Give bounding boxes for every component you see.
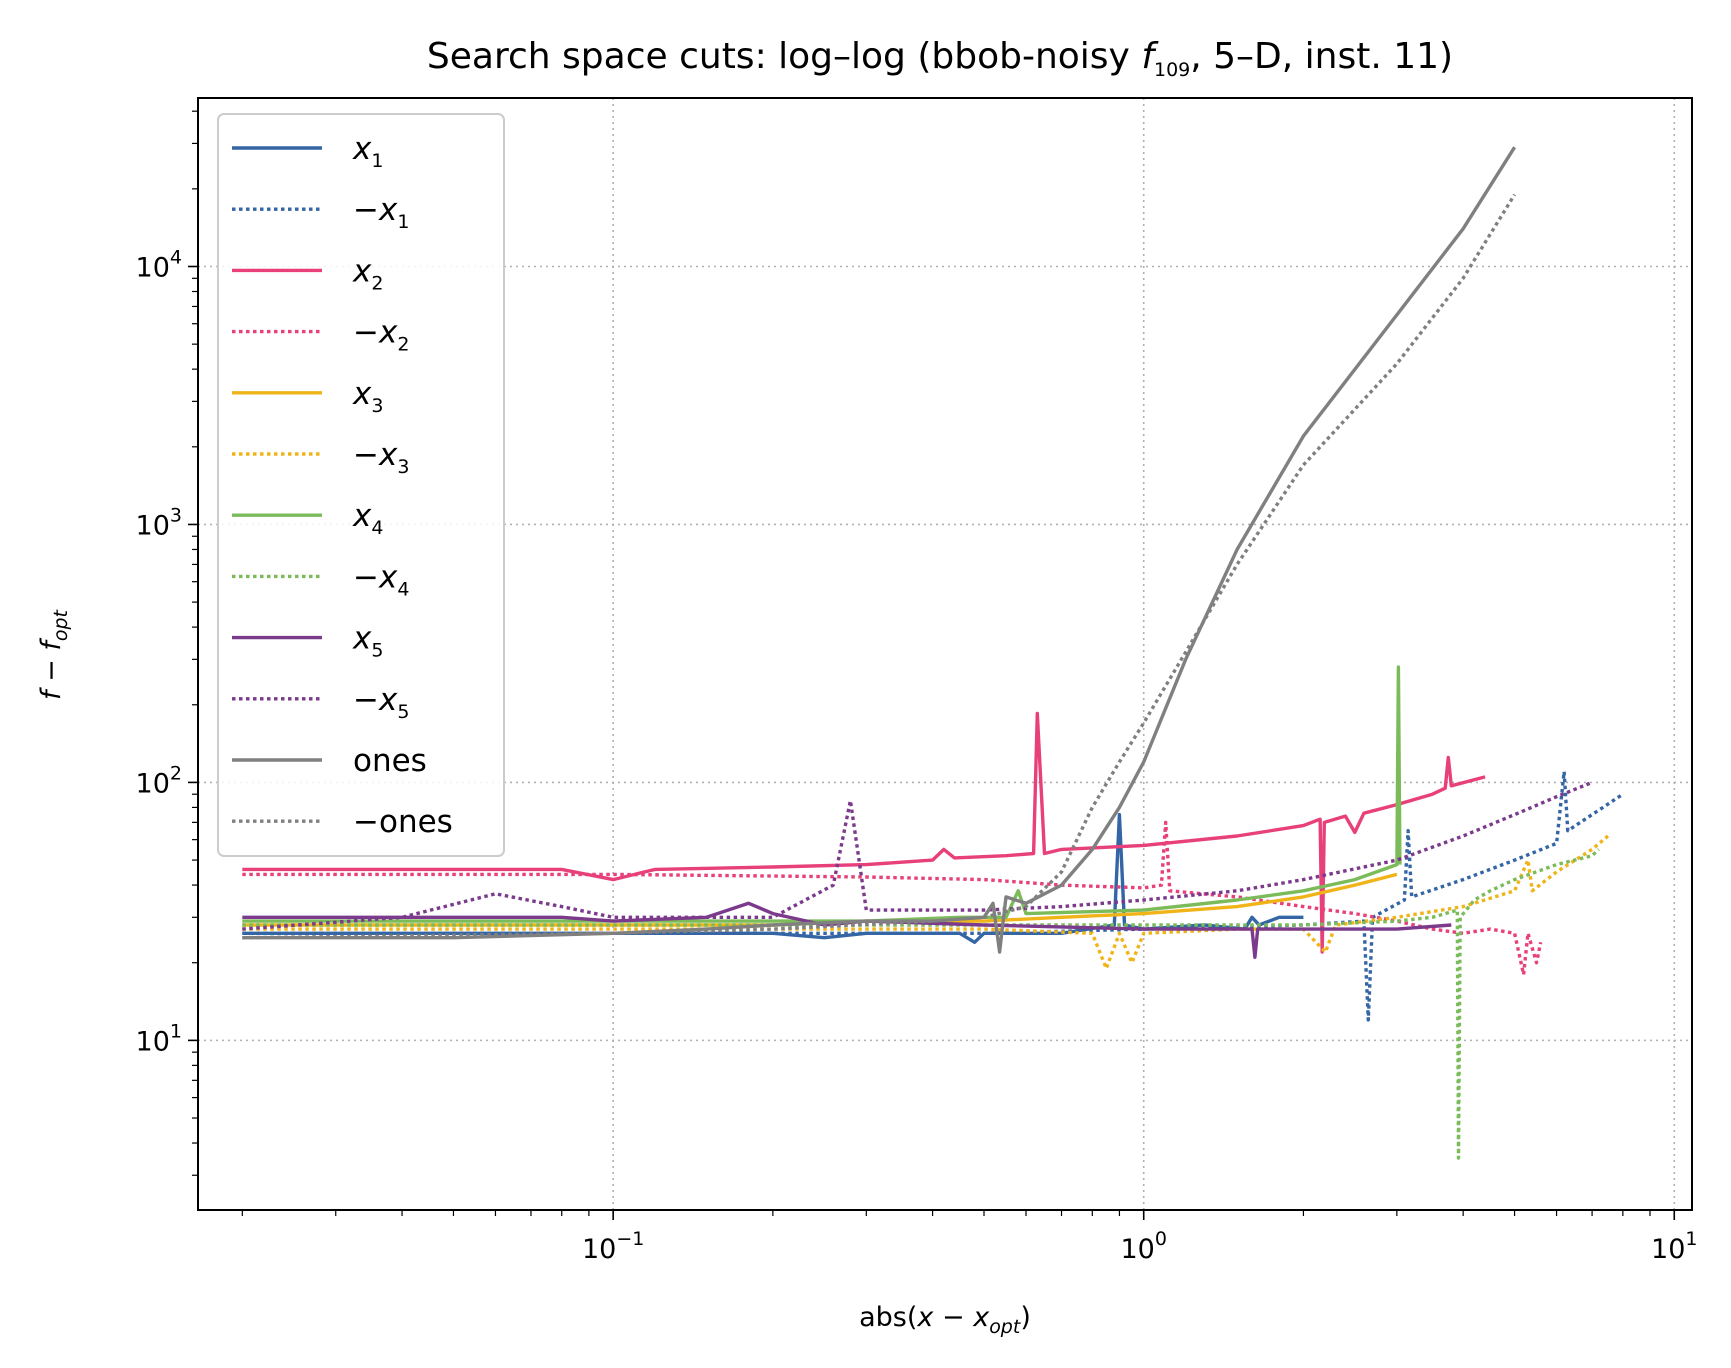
series-line-x5 xyxy=(242,901,1452,959)
legend-entry-label: −x4 xyxy=(353,559,409,600)
series-line-neg-x1 xyxy=(242,770,1624,1022)
legend-entry-label: x5 xyxy=(352,621,383,662)
series-line-ones xyxy=(242,146,1517,954)
series-line-x2 xyxy=(242,711,1486,954)
series-line-neg-x4 xyxy=(242,848,1600,1160)
y-tick-label: 103 xyxy=(136,504,182,541)
legend-box xyxy=(217,113,505,857)
legend-entry-label: x4 xyxy=(352,498,383,539)
x-axis-label: abs(x − xopt) xyxy=(859,1302,1031,1338)
legend-entry-label: −x2 xyxy=(353,315,409,356)
legend-entry-label: −x3 xyxy=(353,437,409,478)
legend: x1 −x1 x2 −x2 x3 −x3 x4 −x4 x5 −x5 ones −ones xyxy=(217,113,505,857)
axis-tick-labels: 10−1 100 101 101 102 103 104 xyxy=(136,247,1698,1265)
y-tick-label: 102 xyxy=(136,762,182,799)
y-tick-label: 104 xyxy=(136,247,182,284)
legend-entry-label: ones xyxy=(353,743,427,779)
series-line-neg-ones xyxy=(242,193,1517,940)
x-tick-label: 101 xyxy=(1651,1228,1697,1265)
series-line-neg-x2 xyxy=(242,820,1543,977)
legend-entry-label: −x5 xyxy=(353,682,409,723)
series-line-neg-x3 xyxy=(242,834,1610,971)
y-tick-label: 101 xyxy=(136,1020,182,1057)
y-axis-label: f − fopt xyxy=(36,608,72,700)
legend-entry-label: x1 xyxy=(352,131,383,172)
legend-entry-label: −ones xyxy=(353,804,453,840)
x-tick-label: 10−1 xyxy=(582,1228,644,1265)
legend-entry-label: x2 xyxy=(352,253,383,294)
chart-title: Search space cuts: log–log (bbob-noisy f… xyxy=(427,36,1453,81)
x-tick-label: 100 xyxy=(1120,1228,1166,1265)
series-line-neg-x5 xyxy=(242,780,1593,931)
legend-entry-label: −x1 xyxy=(353,192,409,233)
axis-ticks xyxy=(188,110,1676,1220)
series-layer xyxy=(242,146,1624,1160)
plot-area-frame xyxy=(197,97,1693,1211)
legend-entry-label: x3 xyxy=(352,376,383,417)
